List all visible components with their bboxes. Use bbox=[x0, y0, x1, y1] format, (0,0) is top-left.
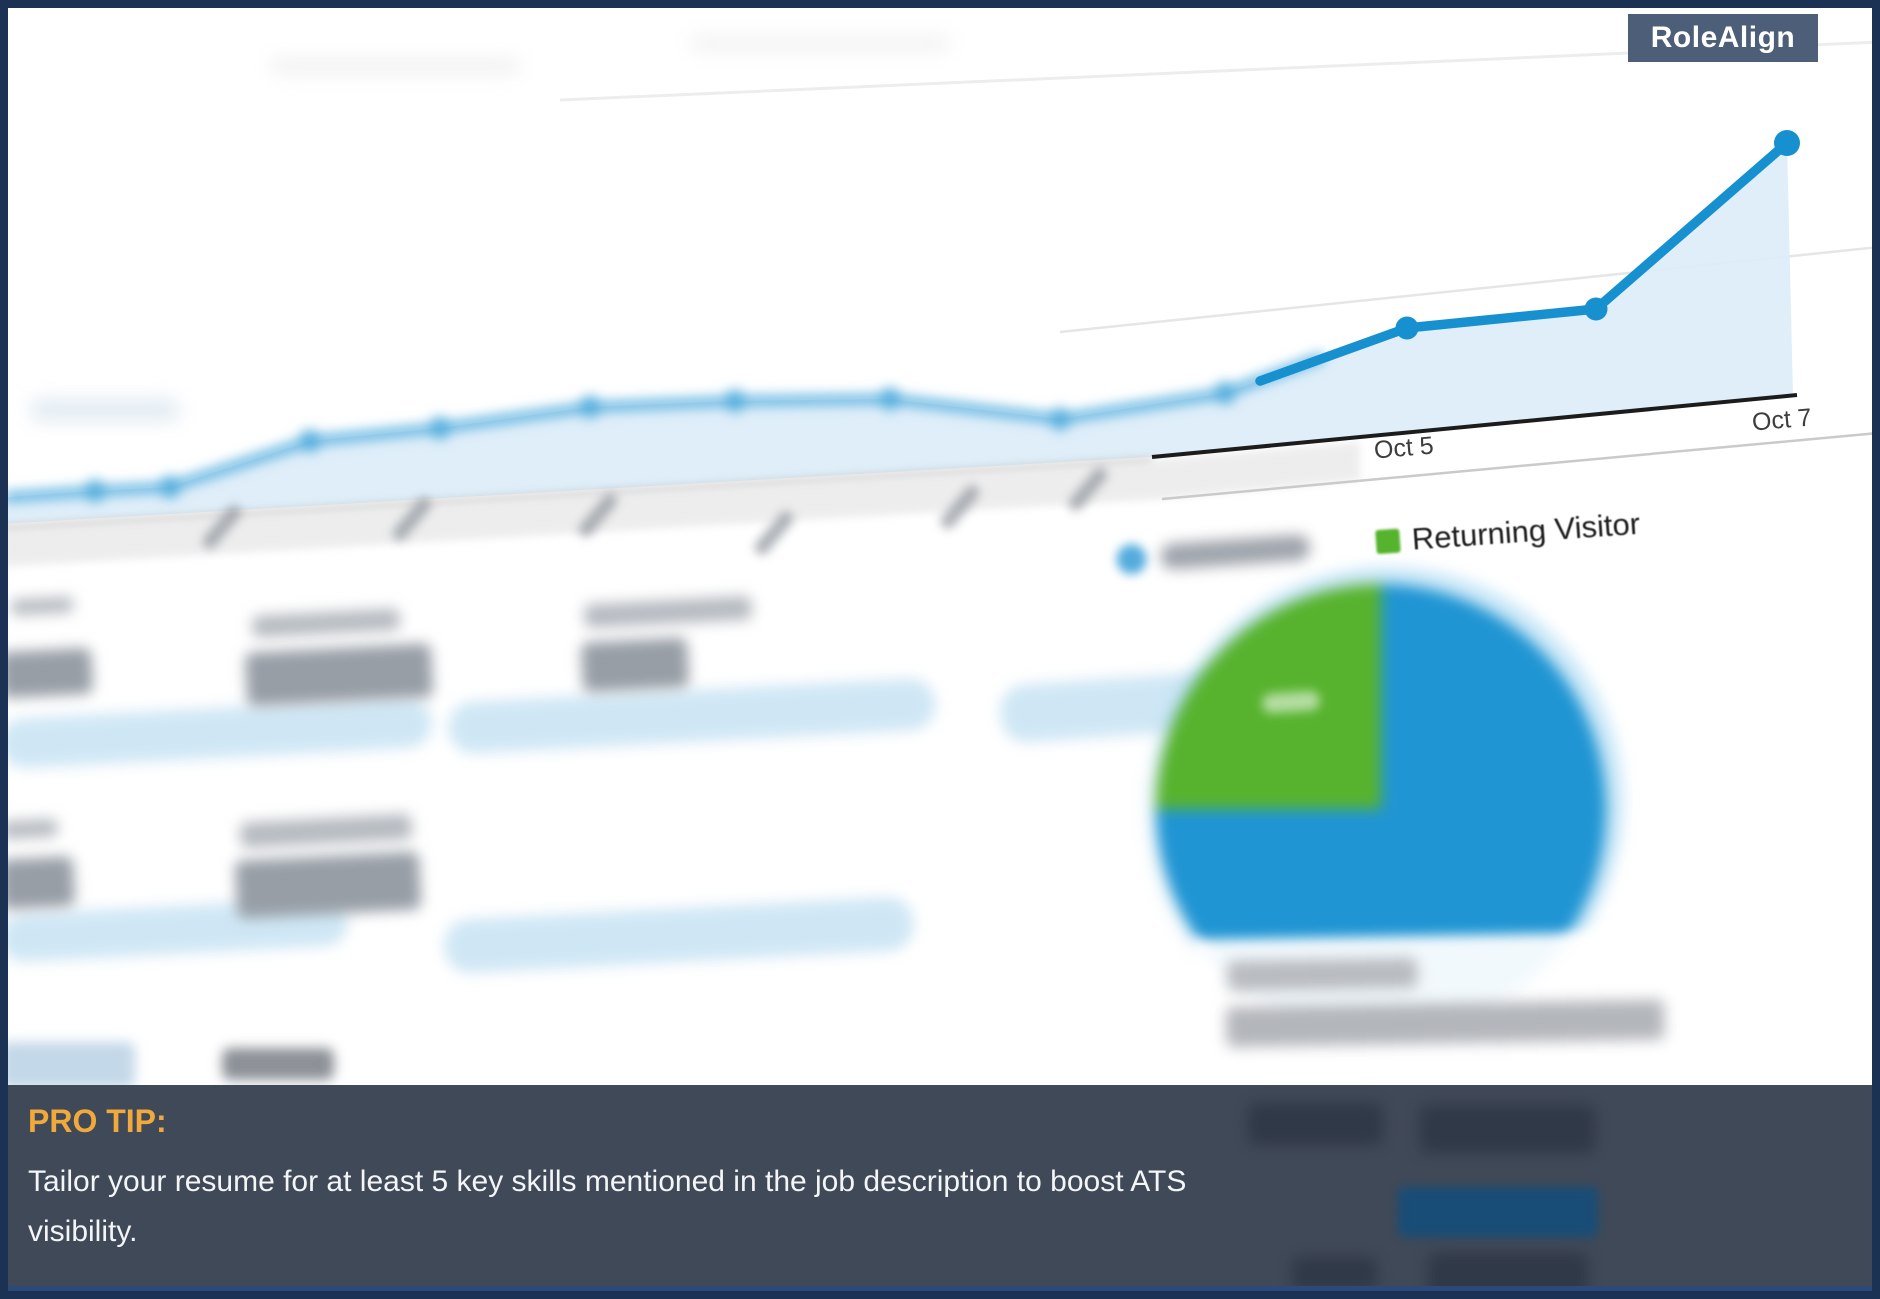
table-cell-blurred bbox=[1292, 1257, 1377, 1286]
baseline-thin bbox=[1161, 431, 1879, 501]
pie-percent-label-blurred bbox=[1261, 690, 1321, 714]
tooltip-text-line-blurred bbox=[1227, 957, 1418, 992]
tooltip-text-line-blurred bbox=[1225, 999, 1665, 1048]
x-axis-blurred bbox=[0, 457, 1153, 529]
table-bar-blurred bbox=[1398, 1187, 1598, 1237]
metric-value-blurred bbox=[0, 856, 76, 910]
pie-tooltip-blurred bbox=[1188, 930, 1744, 1092]
pro-tip-banner: PRO TIP: Tailor your resume for at least… bbox=[0, 1085, 1880, 1291]
returning-visitor-swatch-icon bbox=[1375, 528, 1401, 555]
background-streak bbox=[690, 36, 950, 50]
background-streak bbox=[270, 58, 520, 74]
sharp-line-segment bbox=[1255, 130, 1800, 386]
rolealign-badge: RoleAlign bbox=[1628, 14, 1818, 62]
data-point-oct6 bbox=[1584, 297, 1608, 321]
table-header-blurred bbox=[1248, 1103, 1383, 1145]
x-axis-line bbox=[1151, 393, 1798, 459]
metric-label-blurred bbox=[9, 596, 75, 616]
new-visitor-label-blurred bbox=[1159, 533, 1312, 571]
data-point-oct7 bbox=[1774, 130, 1800, 156]
pro-tip-body: Tailor your resume for at least 5 key sk… bbox=[28, 1165, 1187, 1248]
table-header-blurred bbox=[1420, 1105, 1595, 1153]
metric-value-blurred bbox=[244, 643, 434, 707]
table-cell-blurred bbox=[1428, 1253, 1588, 1286]
bottom-label-blurred bbox=[222, 1048, 334, 1080]
pro-tip-title: PRO TIP: bbox=[28, 1103, 167, 1139]
axis-band bbox=[0, 442, 1360, 567]
bottom-blue-block-blurred bbox=[0, 1042, 135, 1088]
metric-value-blurred bbox=[0, 647, 94, 699]
data-point-oct5 bbox=[1395, 316, 1419, 340]
metric-value-blurred bbox=[234, 851, 422, 919]
metric-label-blurred bbox=[0, 818, 59, 840]
x-axis-tick-oct5: Oct 5 bbox=[1372, 431, 1435, 465]
blurred-line-segment bbox=[3, 353, 1325, 502]
x-axis-tick-oct7: Oct 7 bbox=[1750, 403, 1813, 437]
background-streak bbox=[30, 398, 180, 422]
new-visitor-swatch-icon bbox=[1115, 543, 1148, 576]
metric-value-blurred bbox=[580, 637, 690, 693]
